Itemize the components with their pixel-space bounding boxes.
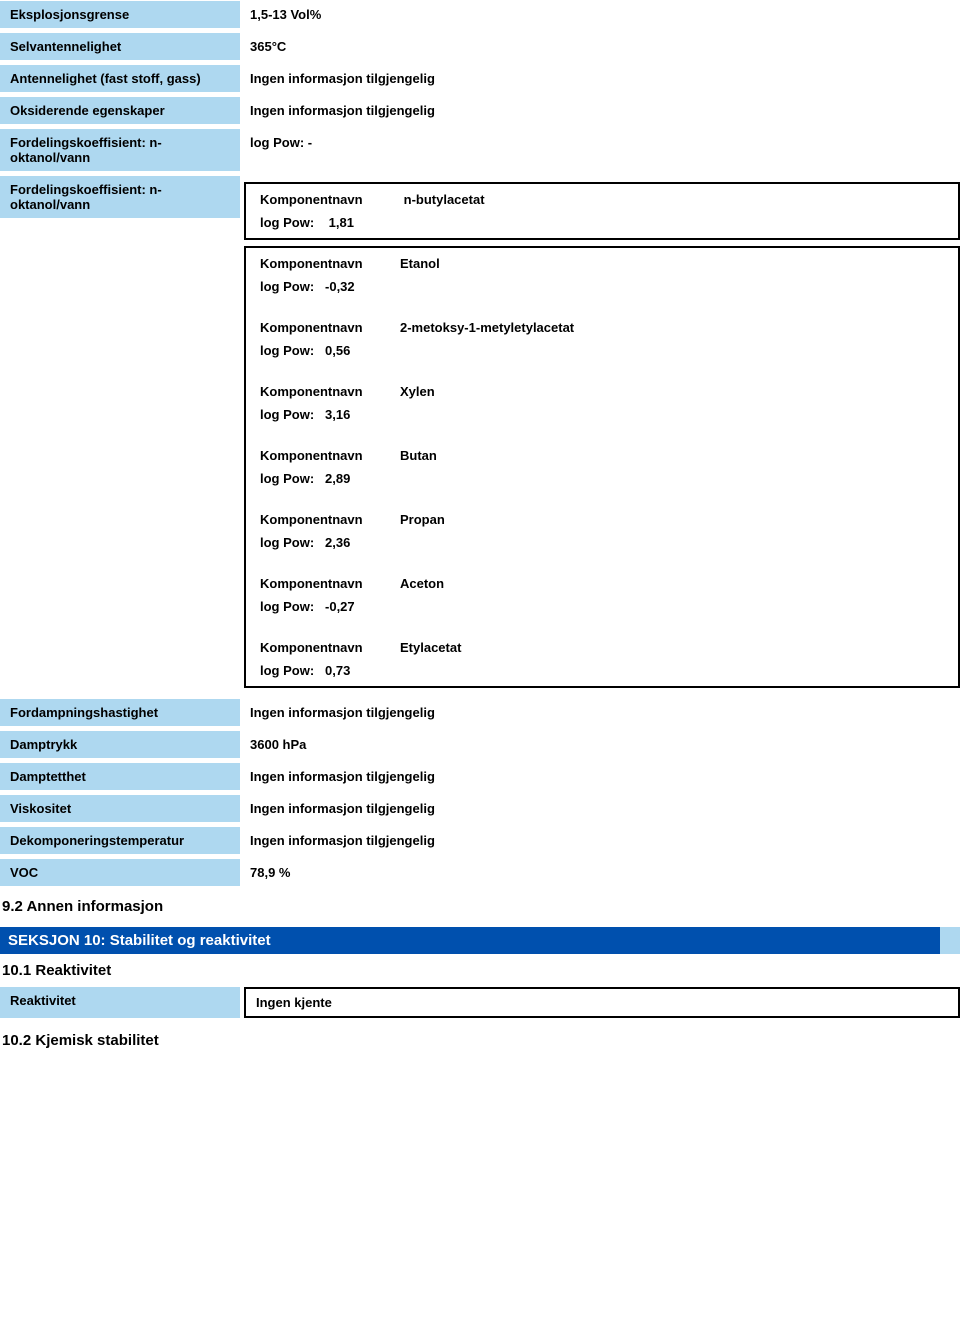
row-vapor-density: Damptetthet Ingen informasjon tilgjengel… [0, 762, 960, 791]
component-name-2: 2-metoksy-1-metyletylacetat [400, 320, 574, 335]
component-entry-1: KomponentnavnEtanol log Pow: -0,32 [260, 256, 944, 294]
logpow-value-1: -0,32 [325, 279, 355, 294]
row-partition2-components: Fordelingskoeffisient: n-oktanol/vann Ko… [0, 175, 960, 695]
component-name-6: Aceton [400, 576, 444, 591]
label-partition1: Fordelingskoeffisient: n-oktanol/vann [0, 129, 240, 171]
sub-heading-9-2: 9.2 Annen informasjon [0, 890, 960, 921]
component-entry-6: KomponentnavnAceton log Pow: -0,27 [260, 576, 944, 614]
value-evap-rate: Ingen informasjon tilgjengelig [240, 699, 960, 726]
components-wrapper: Komponentnavn n-butylacetat log Pow: 1,8… [240, 176, 960, 694]
label-vapor-density: Damptetthet [0, 763, 240, 790]
component-name-label: Komponentnavn [260, 192, 400, 207]
row-self-ignition: Selvantennelighet 365°C [0, 32, 960, 61]
component-name-label: Komponentnavn [260, 384, 400, 399]
row-vapor-pressure: Damptrykk 3600 hPa [0, 730, 960, 759]
row-oxidizing: Oksiderende egenskaper Ingen informasjon… [0, 96, 960, 125]
component-entry-3: KomponentnavnXylen log Pow: 3,16 [260, 384, 944, 422]
label-oxidizing: Oksiderende egenskaper [0, 97, 240, 124]
value-viscosity: Ingen informasjon tilgjengelig [240, 795, 960, 822]
component-entry-7: KomponentnavnEtylacetat log Pow: 0,73 [260, 640, 944, 678]
value-ignition-fast: Ingen informasjon tilgjengelig [240, 65, 960, 92]
component-name-3: Xylen [400, 384, 435, 399]
row-explosion-limit: Eksplosjonsgrense 1,5-13 Vol% [0, 0, 960, 29]
value-partition1: log Pow: - [240, 129, 960, 156]
component-name-4: Butan [400, 448, 437, 463]
row-viscosity: Viskositet Ingen informasjon tilgjengeli… [0, 794, 960, 823]
value-voc: 78,9 % [240, 859, 960, 886]
label-evap-rate: Fordampningshastighet [0, 699, 240, 726]
row-ignition-fast: Antennelighet (fast stoff, gass) Ingen i… [0, 64, 960, 93]
logpow-label: log Pow: [260, 663, 314, 678]
component-entry-2: Komponentnavn2-metoksy-1-metyletylacetat… [260, 320, 944, 358]
logpow-label: log Pow: [260, 343, 314, 358]
logpow-value-0: 1,81 [329, 215, 354, 230]
logpow-value-2: 0,56 [325, 343, 350, 358]
sub-heading-10-2: 10.2 Kjemisk stabilitet [0, 1024, 960, 1055]
value-decomp-temp: Ingen informasjon tilgjengelig [240, 827, 960, 854]
value-oxidizing: Ingen informasjon tilgjengelig [240, 97, 960, 124]
component-name-label: Komponentnavn [260, 256, 400, 271]
logpow-value-3: 3,16 [325, 407, 350, 422]
logpow-label: log Pow: [260, 471, 314, 486]
component-name-label: Komponentnavn [260, 320, 400, 335]
logpow-label: log Pow: [260, 407, 314, 422]
component-box-0: Komponentnavn n-butylacetat log Pow: 1,8… [244, 182, 960, 240]
logpow-value-7: 0,73 [325, 663, 350, 678]
label-self-ignition: Selvantennelighet [0, 33, 240, 60]
component-entry-4: KomponentnavnButan log Pow: 2,89 [260, 448, 944, 486]
section-10-bar: SEKSJON 10: Stabilitet og reaktivitet [0, 927, 960, 954]
label-explosion-limit: Eksplosjonsgrense [0, 1, 240, 28]
component-name-0: n-butylacetat [404, 192, 485, 207]
value-vapor-pressure: 3600 hPa [240, 731, 960, 758]
component-name-label: Komponentnavn [260, 512, 400, 527]
component-name-7: Etylacetat [400, 640, 461, 655]
component-name-1: Etanol [400, 256, 440, 271]
logpow-value-4: 2,89 [325, 471, 350, 486]
row-partition1: Fordelingskoeffisient: n-oktanol/vann lo… [0, 128, 960, 172]
row-evap-rate: Fordampningshastighet Ingen informasjon … [0, 698, 960, 727]
row-voc: VOC 78,9 % [0, 858, 960, 887]
component-entry-5: KomponentnavnPropan log Pow: 2,36 [260, 512, 944, 550]
logpow-value-5: 2,36 [325, 535, 350, 550]
component-entry-0: Komponentnavn n-butylacetat log Pow: 1,8… [260, 192, 944, 230]
component-name-label: Komponentnavn [260, 448, 400, 463]
value-reactivity: Ingen kjente [244, 987, 960, 1018]
logpow-label: log Pow: [260, 279, 314, 294]
row-reactivity: Reaktivitet Ingen kjente [0, 987, 960, 1018]
label-voc: VOC [0, 859, 240, 886]
value-vapor-density: Ingen informasjon tilgjengelig [240, 763, 960, 790]
logpow-value-6: -0,27 [325, 599, 355, 614]
sub-heading-10-1: 10.1 Reaktivitet [0, 954, 960, 985]
logpow-label: log Pow: [260, 535, 314, 550]
label-reactivity: Reaktivitet [0, 987, 240, 1018]
label-vapor-pressure: Damptrykk [0, 731, 240, 758]
label-ignition-fast: Antennelighet (fast stoff, gass) [0, 65, 240, 92]
logpow-label: log Pow: [260, 215, 314, 230]
label-viscosity: Viskositet [0, 795, 240, 822]
component-name-5: Propan [400, 512, 445, 527]
logpow-label: log Pow: [260, 599, 314, 614]
component-name-label: Komponentnavn [260, 640, 400, 655]
component-name-label: Komponentnavn [260, 576, 400, 591]
value-explosion-limit: 1,5-13 Vol% [240, 1, 960, 28]
label-partition2: Fordelingskoeffisient: n-oktanol/vann [0, 176, 240, 218]
value-self-ignition: 365°C [240, 33, 960, 60]
component-box-rest: KomponentnavnEtanollog Pow: -0,32Kompone… [244, 246, 960, 688]
label-decomp-temp: Dekomponeringstemperatur [0, 827, 240, 854]
row-decomp-temp: Dekomponeringstemperatur Ingen informasj… [0, 826, 960, 855]
